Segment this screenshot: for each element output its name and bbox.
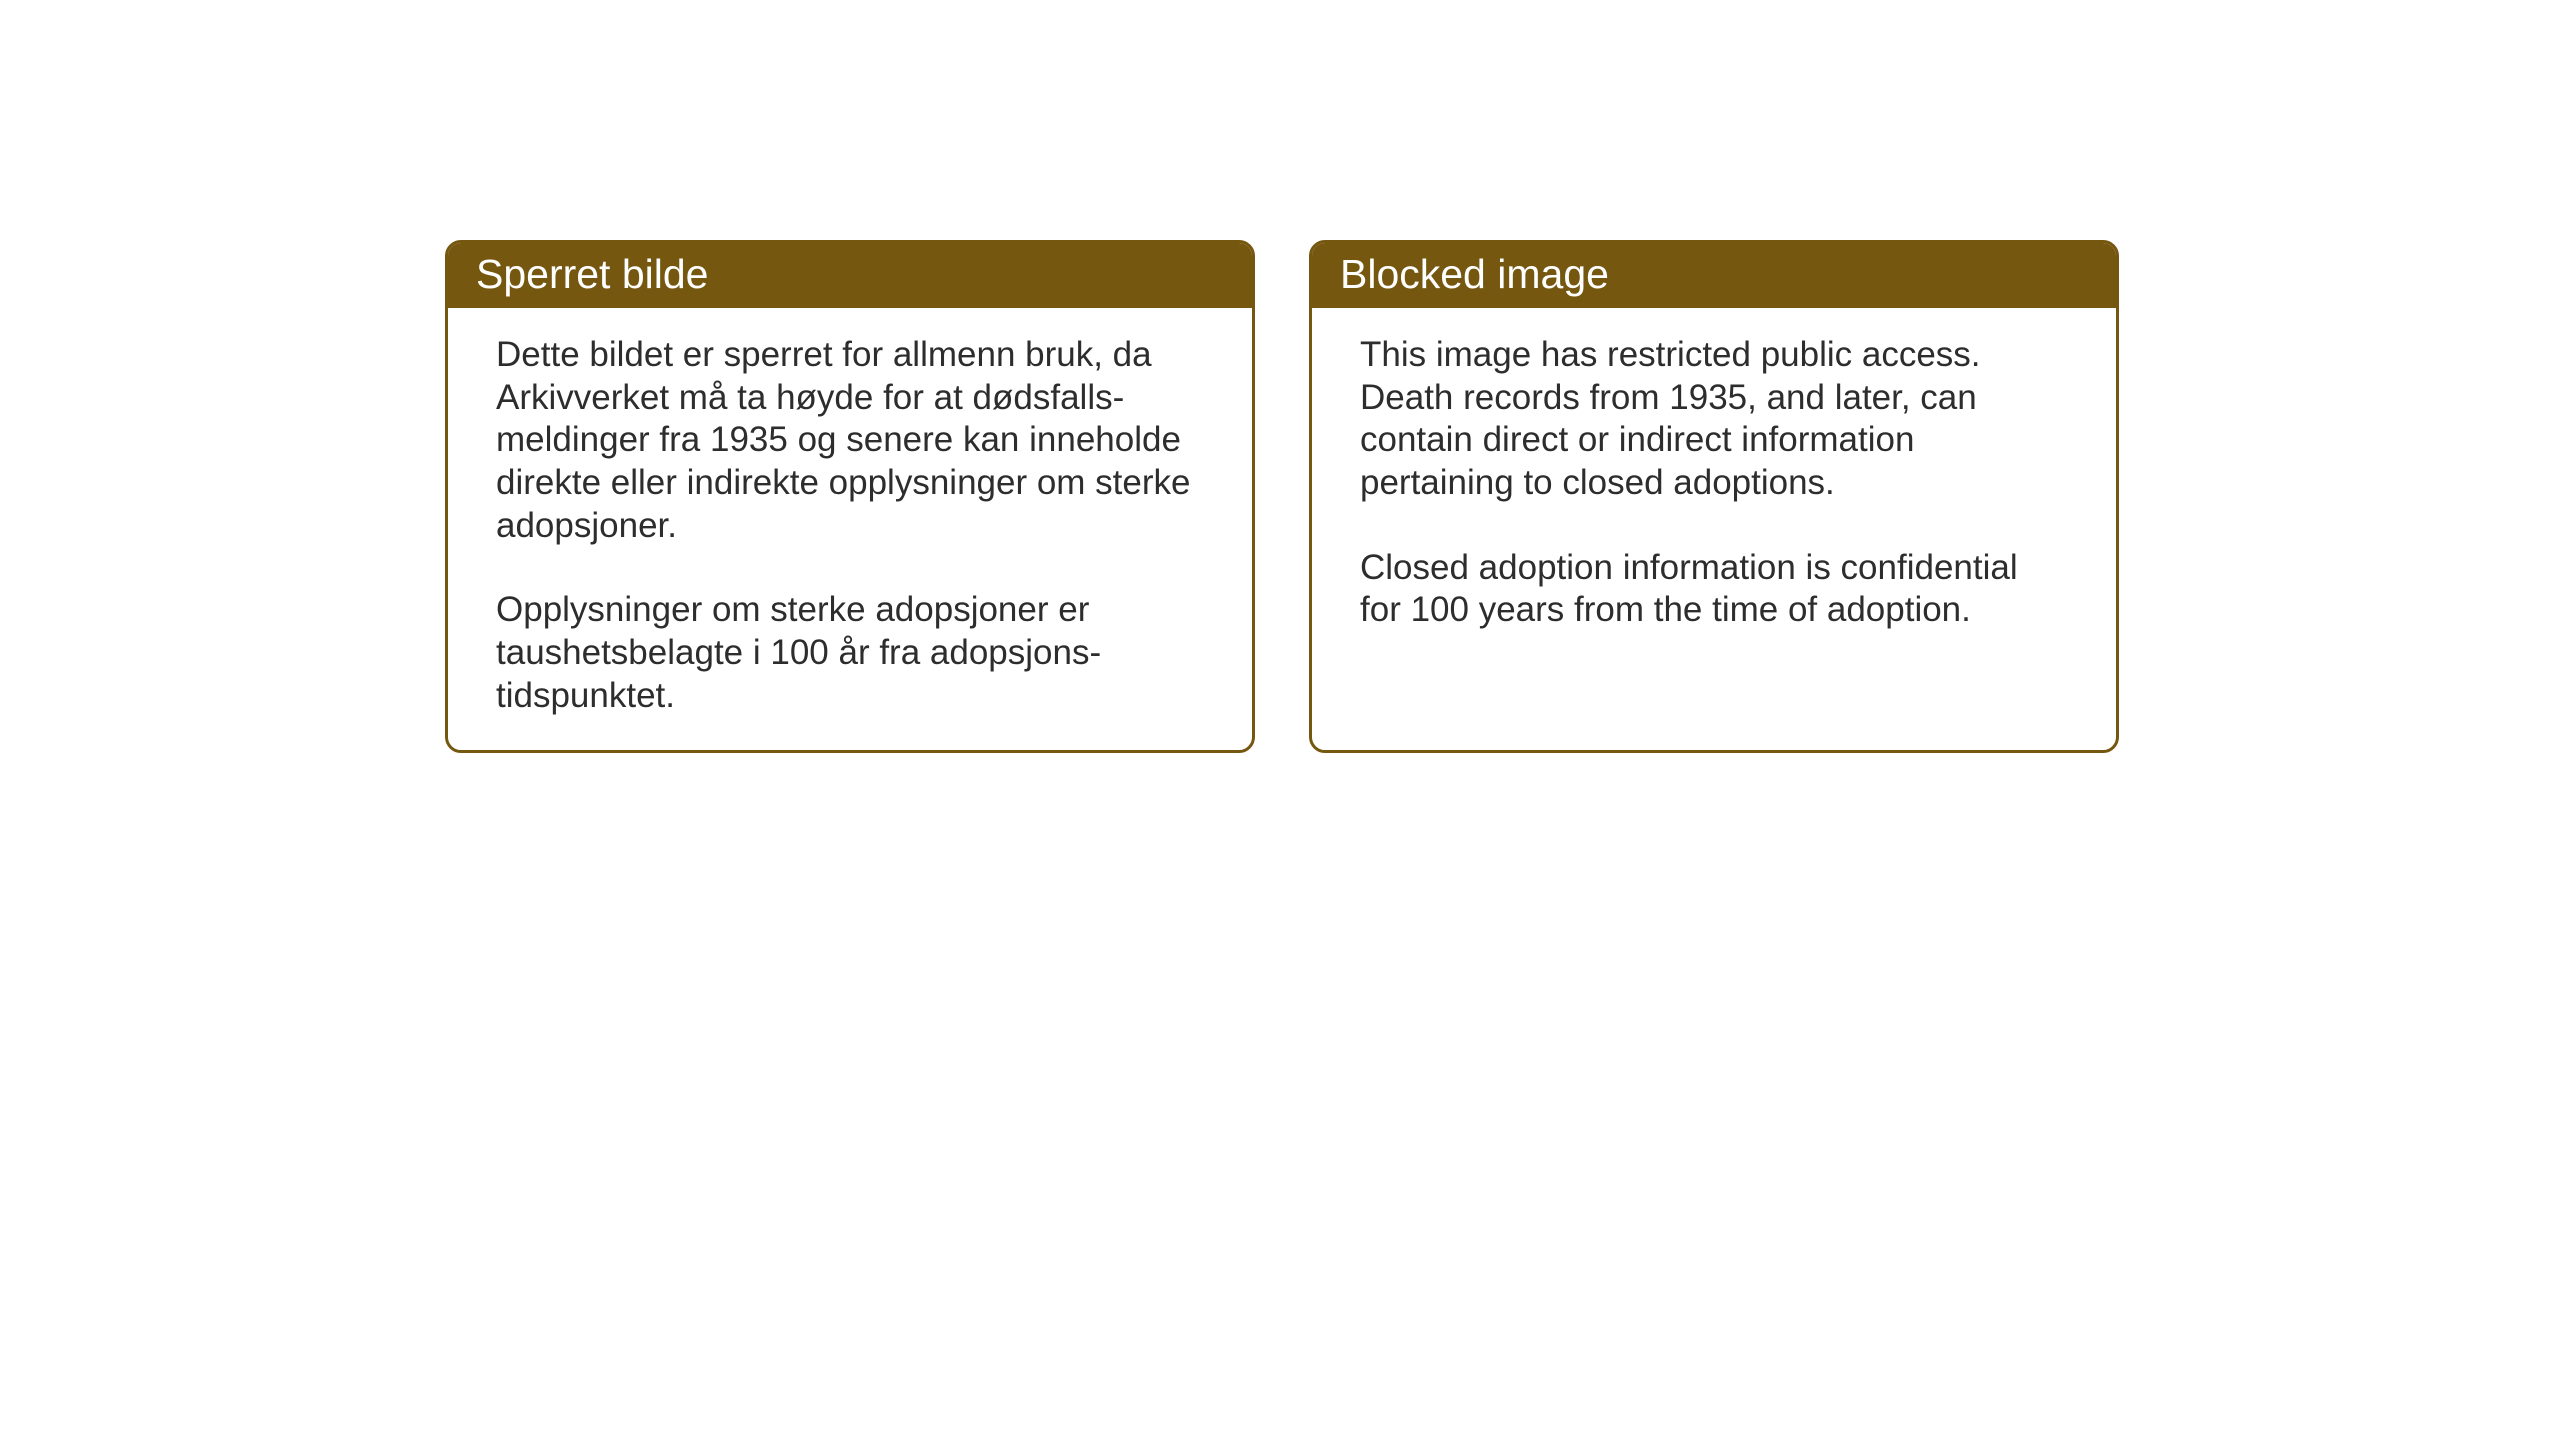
notice-container: Sperret bilde Dette bildet er sperret fo… xyxy=(445,240,2119,753)
english-paragraph-2: Closed adoption information is confident… xyxy=(1360,547,2068,632)
english-notice-card: Blocked image This image has restricted … xyxy=(1309,240,2119,753)
english-notice-body: This image has restricted public access.… xyxy=(1312,308,2116,738)
norwegian-paragraph-1: Dette bildet er sperret for allmenn bruk… xyxy=(496,334,1204,547)
norwegian-notice-card: Sperret bilde Dette bildet er sperret fo… xyxy=(445,240,1255,753)
norwegian-notice-title: Sperret bilde xyxy=(448,243,1252,308)
english-notice-title: Blocked image xyxy=(1312,243,2116,308)
norwegian-notice-body: Dette bildet er sperret for allmenn bruk… xyxy=(448,308,1252,750)
norwegian-paragraph-2: Opplysninger om sterke adopsjoner er tau… xyxy=(496,589,1204,717)
english-paragraph-1: This image has restricted public access.… xyxy=(1360,334,2068,505)
